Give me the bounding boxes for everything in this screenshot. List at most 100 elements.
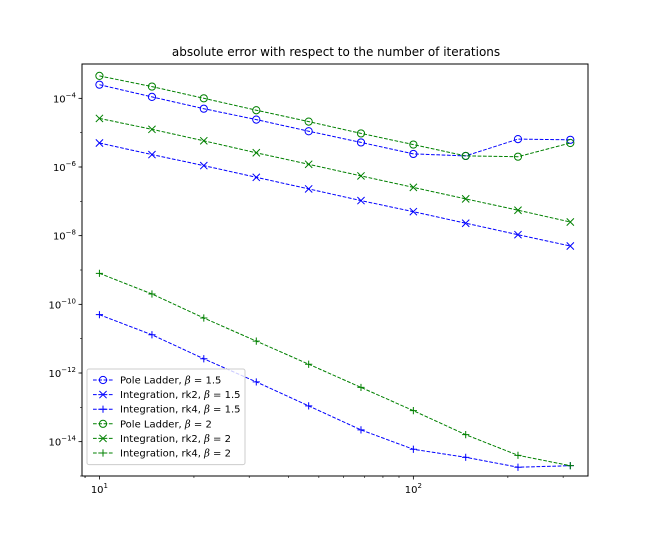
legend-label: Integration, rk4, β = 1.5: [120, 405, 241, 416]
y-tick-label-exponent: −12: [61, 366, 76, 374]
series-line: [99, 142, 571, 247]
data-point: [252, 115, 261, 124]
data-point: [199, 161, 208, 170]
chart-title: absolute error with respect to the numbe…: [172, 45, 500, 59]
data-point: [305, 360, 313, 368]
data-point: [95, 114, 104, 123]
data-point: [147, 92, 157, 102]
data-point: [148, 150, 156, 159]
data-point: [566, 462, 574, 470]
legend-marker: [99, 449, 107, 457]
data-point: [566, 135, 575, 144]
series-line: [99, 75, 571, 158]
y-tick-label: 10−14: [48, 435, 76, 449]
legend-equals: =: [210, 449, 225, 460]
series-line: [99, 272, 571, 467]
legend-label-prefix: Integration, rk4,: [120, 405, 204, 416]
legend-marker: [99, 405, 107, 413]
series-line: [99, 84, 571, 157]
legend-equals: =: [210, 390, 225, 401]
y-tick-label: 10−8: [53, 229, 76, 243]
data-point: [566, 138, 575, 148]
beta-symbol: β: [203, 405, 210, 416]
data-point: [409, 183, 418, 192]
legend: Pole Ladder, β = 1.5 Integration, rk2, β …: [86, 368, 246, 466]
data-point: [252, 148, 261, 157]
data-point: [148, 331, 156, 339]
legend-entry: Integration, rk2, β = 2: [93, 434, 231, 445]
legend-label-prefix: Pole Ladder,: [120, 376, 185, 387]
legend-entry: Pole Ladder, β = 1.5: [93, 376, 221, 387]
data-point: [200, 314, 208, 322]
data-point: [357, 196, 365, 205]
series-1: [95, 80, 575, 161]
data-point: [409, 140, 418, 149]
y-tick-label: 10−12: [48, 366, 76, 380]
y-tick-label-exponent: −14: [61, 435, 76, 443]
series-6: [95, 269, 574, 470]
y-tick-label: 10−10: [48, 297, 76, 311]
beta-symbol: β: [203, 434, 210, 445]
y-tick-label-base: 10: [53, 94, 66, 105]
legend-label-value: 2: [225, 434, 231, 445]
legend-label-value: 1.5: [225, 405, 241, 416]
data-point: [409, 149, 418, 159]
y-tick-label-base: 10: [53, 232, 66, 243]
data-point: [199, 94, 208, 103]
x-tick-label-exponent: 1: [104, 482, 108, 490]
legend-marker: [98, 375, 108, 385]
legend-equals: =: [210, 405, 225, 416]
data-point: [305, 402, 313, 410]
data-point: [462, 431, 470, 439]
data-point: [514, 230, 522, 239]
data-point: [566, 218, 575, 226]
legend-equals: =: [191, 376, 206, 387]
beta-symbol: β: [203, 390, 210, 401]
legend-marker: [98, 419, 108, 428]
beta-symbol: β: [184, 419, 191, 430]
data-point: [304, 117, 313, 126]
data-point: [95, 269, 104, 277]
data-point: [304, 160, 313, 169]
legend-label-value: 1.5: [225, 390, 241, 401]
data-point: [95, 311, 104, 319]
y-tick-label-base: 10: [48, 438, 61, 449]
data-point: [357, 171, 365, 180]
data-point: [95, 139, 104, 147]
x-tick-label-exponent: 2: [417, 482, 421, 490]
data-point: [95, 71, 104, 81]
y-tick-label-base: 10: [48, 300, 61, 311]
data-point: [148, 290, 156, 298]
beta-symbol: β: [203, 449, 210, 460]
data-point: [252, 173, 261, 182]
legend-marker: [99, 390, 107, 399]
data-point: [514, 463, 522, 471]
data-point: [357, 426, 365, 434]
data-point: [514, 206, 522, 215]
legend-label-prefix: Integration, rk2,: [120, 434, 204, 445]
x-tick-label-base: 10: [405, 485, 418, 496]
legend-label-prefix: Pole Ladder,: [120, 419, 185, 430]
data-point: [357, 383, 365, 392]
data-point: [356, 129, 366, 138]
legend-marker: [99, 434, 107, 443]
y-tick-label-base: 10: [48, 369, 61, 380]
x-tick-label: 101: [91, 482, 108, 496]
data-point: [513, 134, 523, 144]
legend-label-prefix: Integration, rk2,: [120, 390, 204, 401]
legend-label: Integration, rk2, β = 2: [120, 434, 231, 445]
legend-equals: =: [210, 434, 225, 445]
x-axis: 101 102: [84, 476, 564, 496]
legend-label-prefix: Integration, rk4,: [120, 449, 204, 460]
y-tick-label-exponent: −10: [61, 297, 76, 305]
legend-entry: Pole Ladder, β = 2: [93, 419, 212, 430]
data-point: [304, 127, 313, 136]
legend-equals: =: [191, 419, 206, 430]
data-point: [409, 207, 418, 216]
series-layer: [95, 71, 575, 471]
y-tick-label-exponent: −4: [66, 91, 77, 99]
y-tick-label-exponent: −8: [66, 229, 76, 237]
series-2: [95, 139, 575, 250]
data-point: [304, 184, 313, 193]
